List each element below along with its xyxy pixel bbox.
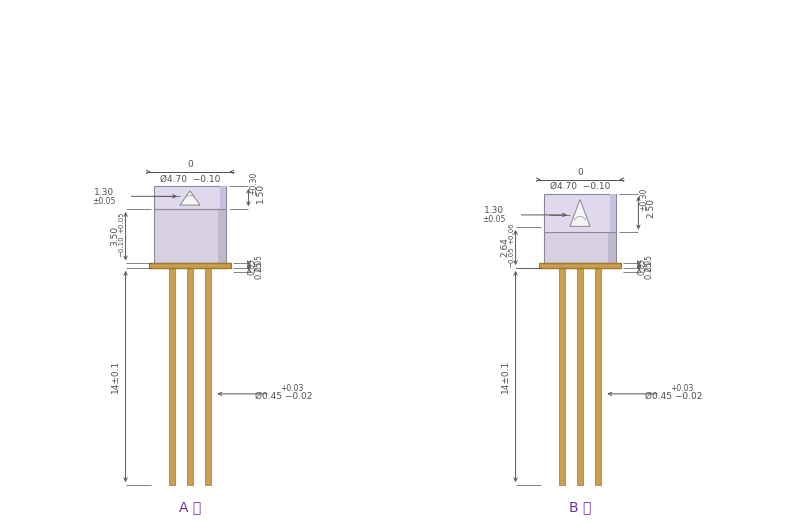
Text: 2.64: 2.64 <box>500 238 509 257</box>
Bar <box>186 268 194 485</box>
Bar <box>149 263 231 268</box>
Text: 0.05: 0.05 <box>645 254 654 271</box>
Text: 0: 0 <box>187 160 193 170</box>
Text: ±0.05: ±0.05 <box>92 197 115 206</box>
Text: 3.50: 3.50 <box>110 226 119 246</box>
Text: 0.03: 0.03 <box>638 258 646 275</box>
Text: 14±0.1: 14±0.1 <box>501 360 510 393</box>
Text: ±0.30: ±0.30 <box>249 172 258 195</box>
Text: Ø0.45 −0.02: Ø0.45 −0.02 <box>646 392 702 400</box>
Text: 0.03: 0.03 <box>247 258 257 275</box>
Text: B 型: B 型 <box>569 500 591 514</box>
Text: +0.03: +0.03 <box>670 384 694 393</box>
Polygon shape <box>180 191 200 205</box>
Bar <box>539 263 621 268</box>
Bar <box>609 232 617 263</box>
Text: Ø4.70  −0.10: Ø4.70 −0.10 <box>550 182 610 191</box>
Text: +0.06: +0.06 <box>509 223 514 244</box>
Polygon shape <box>570 200 590 226</box>
Text: 14±0.1: 14±0.1 <box>111 360 120 393</box>
Text: 1.30: 1.30 <box>483 206 504 215</box>
Text: 0.25: 0.25 <box>254 261 263 279</box>
Bar <box>558 268 566 485</box>
Text: 0.25: 0.25 <box>645 261 654 279</box>
Bar <box>594 268 602 485</box>
Text: 1.30: 1.30 <box>94 188 114 197</box>
Bar <box>218 209 226 263</box>
Bar <box>610 193 617 232</box>
Text: Ø4.70  −0.10: Ø4.70 −0.10 <box>160 174 220 184</box>
Text: Ø0.45 −0.02: Ø0.45 −0.02 <box>255 392 313 400</box>
Text: 0.05: 0.05 <box>254 254 263 271</box>
Bar <box>205 268 211 485</box>
Text: ±0.30: ±0.30 <box>639 187 648 211</box>
Text: A 型: A 型 <box>179 500 201 514</box>
Bar <box>221 186 226 209</box>
Bar <box>154 186 226 209</box>
Bar <box>543 232 617 263</box>
Text: 0: 0 <box>577 168 583 177</box>
Text: ±0.05: ±0.05 <box>482 215 506 225</box>
Text: −0.10: −0.10 <box>118 236 125 257</box>
Text: +0.05: +0.05 <box>118 212 125 233</box>
Bar <box>577 268 583 485</box>
Bar <box>543 193 617 232</box>
Text: 2.50: 2.50 <box>646 198 655 218</box>
Text: −0.05: −0.05 <box>509 247 514 268</box>
Bar <box>154 209 226 263</box>
Bar <box>169 268 175 485</box>
Text: +0.03: +0.03 <box>280 384 304 393</box>
Text: 1.50: 1.50 <box>256 183 265 202</box>
